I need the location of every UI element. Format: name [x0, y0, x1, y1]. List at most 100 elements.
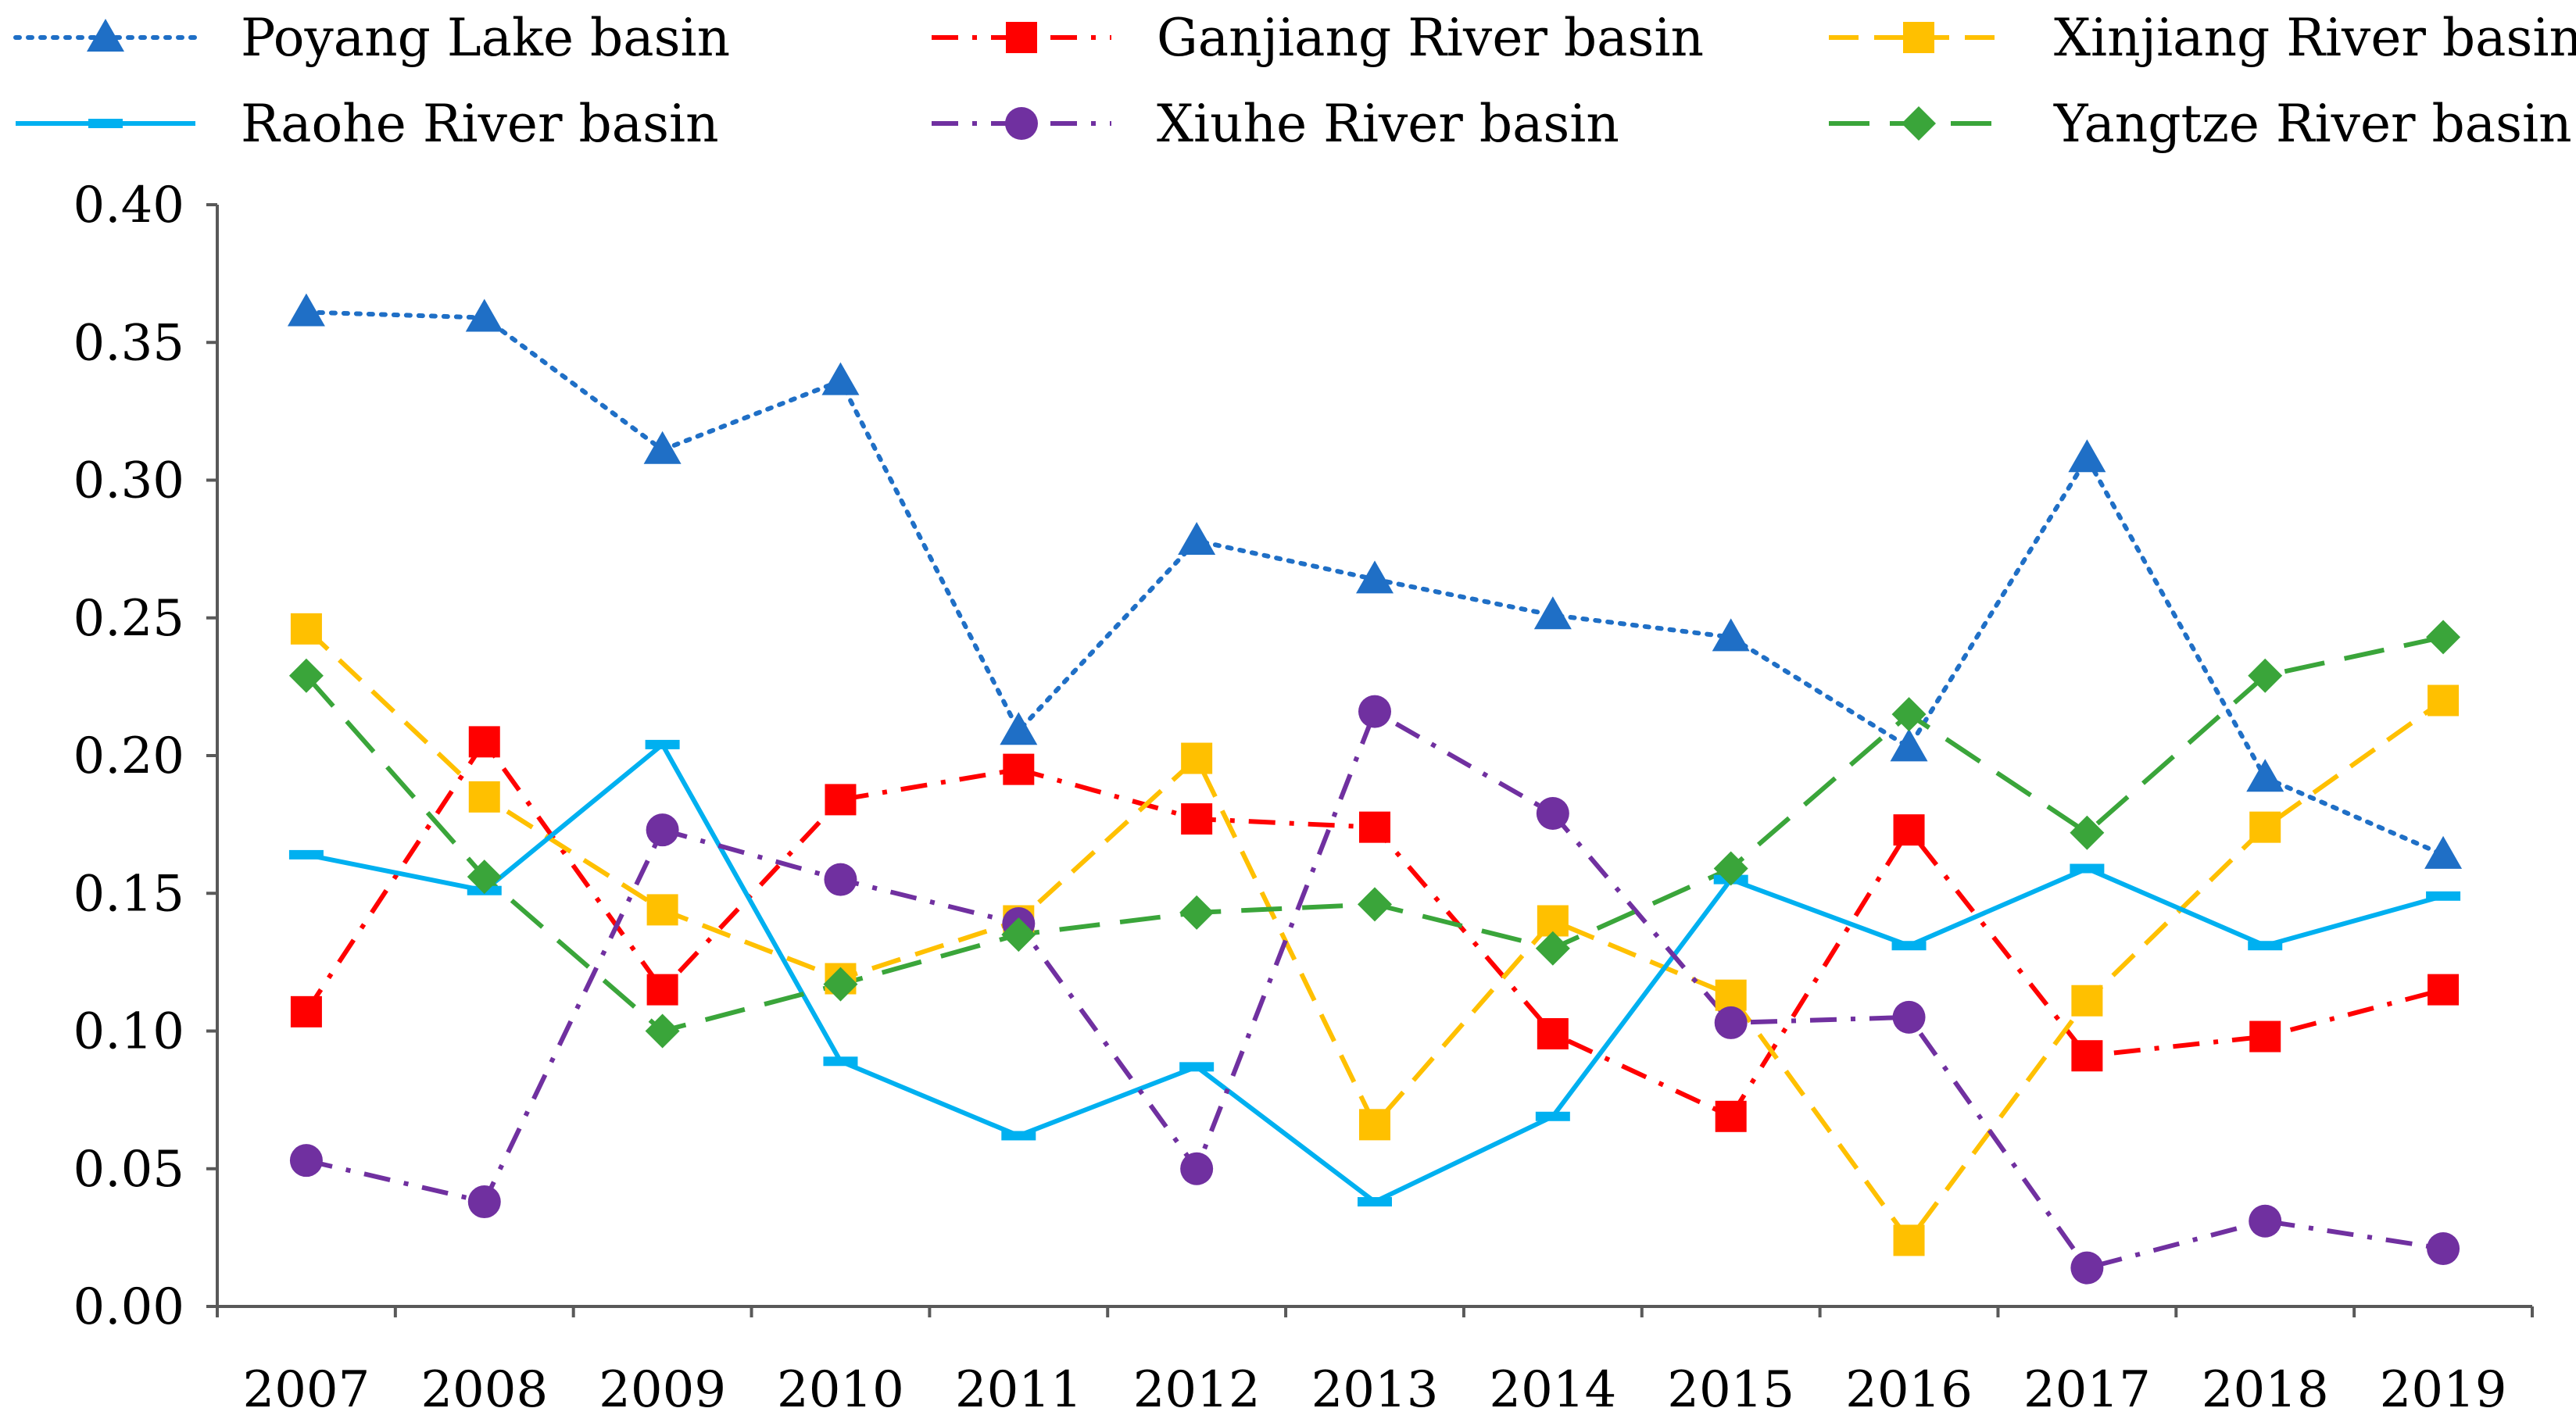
legend-label: Xinjiang River basin	[2054, 8, 2576, 68]
legend: Poyang Lake basin Ganjiang River basin Xin…	[13, 8, 2576, 154]
y-tick-label: 0.20	[73, 727, 185, 785]
series-markers-ganjiang-river-basin	[290, 726, 2460, 1132]
data-point-ganjiang-river-basin	[1537, 1018, 1569, 1050]
data-point-xinjiang-river-basin	[1181, 742, 1213, 774]
data-point-raohe-river-basin	[823, 1056, 858, 1067]
data-point-poyang-lake-basin	[2068, 439, 2106, 473]
data-point-xiuhe-river-basin	[1536, 797, 1569, 831]
data-point-raohe-river-basin	[2248, 941, 2283, 951]
data-point-xiuhe-river-basin	[824, 863, 857, 896]
data-point-ganjiang-river-basin	[290, 995, 322, 1028]
x-tick-label: 2016	[1845, 1361, 1973, 1419]
x-tick-label: 2015	[1667, 1361, 1794, 1419]
data-point-yangtze-river-basin	[1001, 917, 1036, 952]
y-tick-label: 0.15	[73, 865, 185, 923]
data-point-xiuhe-river-basin	[2427, 1231, 2460, 1265]
data-point-yangtze-river-basin	[645, 1013, 680, 1049]
legend-marker	[1005, 107, 1038, 140]
data-point-yangtze-river-basin	[2248, 658, 2283, 693]
legend-label: Ganjiang River basin	[1157, 8, 1704, 68]
x-tick-label: 2007	[242, 1361, 370, 1419]
data-point-xinjiang-river-basin	[646, 894, 678, 926]
x-tick-label: 2019	[2380, 1361, 2507, 1419]
data-point-ganjiang-river-basin	[825, 784, 857, 816]
data-point-poyang-lake-basin	[2424, 835, 2463, 869]
legend-item-raohe-river-basin: Raohe River basin	[16, 94, 719, 154]
x-tick-label: 2013	[1311, 1361, 1439, 1419]
legend-marker	[87, 19, 124, 52]
data-point-raohe-river-basin	[1179, 1062, 1215, 1072]
data-point-yangtze-river-basin	[1179, 895, 1215, 930]
legend-marker	[1006, 22, 1037, 53]
data-point-ganjiang-river-basin	[468, 726, 500, 758]
data-point-raohe-river-basin	[2070, 863, 2105, 874]
x-tick-label: 2011	[955, 1361, 1082, 1419]
series-markers	[287, 293, 2463, 1285]
y-tick-label: 0.25	[73, 590, 185, 648]
data-point-raohe-river-basin	[1535, 1111, 1570, 1121]
data-point-xinjiang-river-basin	[290, 613, 322, 645]
data-point-raohe-river-basin	[288, 849, 324, 860]
data-point-yangtze-river-basin	[467, 860, 502, 895]
series-line-ganjiang-river-basin	[304, 739, 2444, 1119]
x-tick-label: 2017	[2023, 1361, 2151, 1419]
data-point-poyang-lake-basin	[1712, 618, 1750, 652]
data-point-yangtze-river-basin	[1713, 851, 1748, 886]
data-point-xiuhe-river-basin	[2070, 1251, 2104, 1285]
legend-marker	[1903, 22, 1934, 53]
y-tick-label: 0.40	[73, 177, 185, 234]
data-point-poyang-lake-basin	[465, 298, 503, 332]
data-point-yangtze-river-basin	[1891, 697, 1927, 732]
y-tick-label: 0.35	[73, 314, 185, 372]
y-tick-label: 0.10	[73, 1003, 185, 1061]
legend-label: Poyang Lake basin	[241, 8, 730, 68]
data-point-ganjiang-river-basin	[2428, 974, 2460, 1006]
data-point-yangtze-river-basin	[2070, 815, 2105, 850]
series-markers-xiuhe-river-basin	[289, 695, 2460, 1285]
legend-label: Raohe River basin	[241, 94, 719, 154]
data-point-ganjiang-river-basin	[1003, 753, 1035, 785]
y-tick-label: 0.00	[73, 1278, 185, 1336]
data-point-yangtze-river-basin	[1358, 887, 1392, 922]
x-tick-label: 2009	[599, 1361, 726, 1419]
data-point-xiuhe-river-basin	[289, 1144, 323, 1178]
data-point-poyang-lake-basin	[821, 362, 860, 395]
data-point-ganjiang-river-basin	[1715, 1100, 1747, 1132]
y-tick-label: 0.05	[73, 1141, 185, 1199]
data-point-raohe-river-basin	[645, 739, 680, 749]
legend-item-yangtze-river-basin: Yangtze River basin	[1829, 94, 2572, 154]
data-point-ganjiang-river-basin	[2249, 1020, 2281, 1053]
data-point-xinjiang-river-basin	[1359, 1109, 1390, 1141]
legend-label: Yangtze River basin	[2053, 94, 2572, 154]
legend-item-xiuhe-river-basin: Xiuhe River basin	[932, 94, 1619, 154]
data-point-poyang-lake-basin	[1178, 522, 1216, 556]
x-tick-label: 2014	[1489, 1361, 1616, 1419]
data-point-xiuhe-river-basin	[1714, 1006, 1748, 1039]
x-tick-label: 2008	[420, 1361, 548, 1419]
data-point-yangtze-river-basin	[288, 658, 324, 693]
data-point-poyang-lake-basin	[1890, 728, 1928, 762]
axes: 0.00 0.05 0.10 0.15 0.20 0.25 0.30 0.35 0.40 200…	[73, 177, 2534, 1419]
legend-marker	[1902, 106, 1936, 141]
legend-label: Xiuhe River basin	[1157, 94, 1619, 154]
data-point-yangtze-river-basin	[823, 967, 858, 1002]
data-point-xinjiang-river-basin	[468, 781, 500, 813]
data-point-xiuhe-river-basin	[2249, 1204, 2282, 1238]
series-markers-poyang-lake-basin	[287, 293, 2463, 869]
data-point-raohe-river-basin	[1001, 1131, 1036, 1141]
data-point-xinjiang-river-basin	[1715, 979, 1747, 1011]
series-markers-yangtze-river-basin	[288, 620, 2461, 1049]
x-tick-label: 2012	[1133, 1361, 1261, 1419]
data-point-poyang-lake-basin	[1533, 596, 1572, 630]
data-point-ganjiang-river-basin	[1893, 814, 1925, 846]
legend-item-ganjiang-river-basin: Ganjiang River basin	[932, 8, 1704, 68]
data-point-raohe-river-basin	[2426, 891, 2461, 901]
series-line-xiuhe-river-basin	[306, 709, 2444, 1271]
data-point-poyang-lake-basin	[643, 431, 682, 464]
data-point-xiuhe-river-basin	[646, 813, 679, 847]
data-point-poyang-lake-basin	[2246, 759, 2284, 792]
data-point-ganjiang-river-basin	[1181, 803, 1213, 835]
legend-item-poyang-lake-basin: Poyang Lake basin	[13, 8, 730, 68]
data-point-ganjiang-river-basin	[646, 974, 678, 1006]
